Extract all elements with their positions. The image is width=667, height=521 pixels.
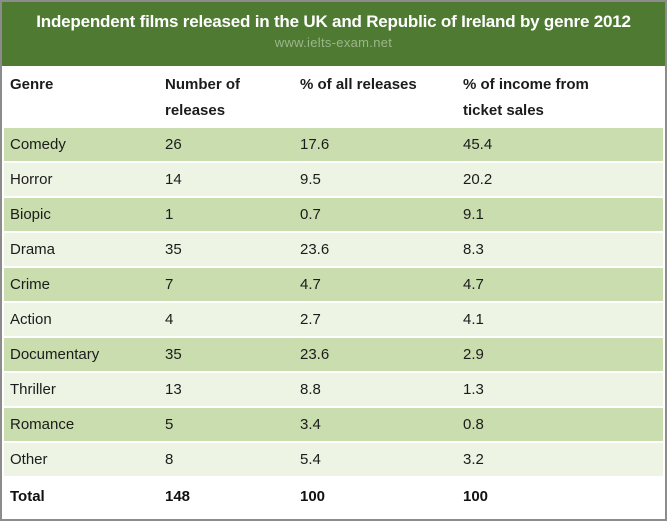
cell-pct-income: 1.3 xyxy=(463,381,484,398)
cell-pct-income: 0.8 xyxy=(463,416,484,433)
cell-releases: 13 xyxy=(165,381,182,398)
cell-pct-income: 8.3 xyxy=(463,241,484,258)
cell-genre: Comedy xyxy=(10,136,66,153)
table-title-bar: Independent films released in the UK and… xyxy=(2,2,665,66)
cell-pct-releases: 0.7 xyxy=(300,206,321,223)
column-header-releases: Number of releases xyxy=(165,76,240,119)
cell-pct-income: 9.1 xyxy=(463,206,484,223)
cell-pct-releases: 23.6 xyxy=(300,241,330,258)
table-row-documentary: Documentary 35 23.6 2.9 xyxy=(4,338,663,371)
cell-pct-releases: 9.5 xyxy=(300,171,321,188)
cell-pct-income: 4.1 xyxy=(463,311,484,328)
table-row-romance: Romance 5 3.4 0.8 xyxy=(4,408,663,441)
table-row-crime: Crime 7 4.7 4.7 xyxy=(4,268,663,301)
cell-genre: Romance xyxy=(10,416,75,433)
cell-genre: Drama xyxy=(10,241,56,258)
cell-releases: 4 xyxy=(165,311,174,328)
watermark-text: www.ielts-exam.net xyxy=(274,35,393,50)
cell-genre: Thriller xyxy=(10,381,56,398)
table-row-horror: Horror 14 9.5 20.2 xyxy=(4,163,663,196)
cell-total-releases: 148 xyxy=(165,488,191,505)
cell-releases: 1 xyxy=(165,206,174,223)
cell-total-pct-income: 100 xyxy=(463,488,489,505)
cell-total-label: Total xyxy=(10,488,45,505)
cell-releases: 35 xyxy=(165,346,182,363)
cell-releases: 35 xyxy=(165,241,182,258)
column-header-pct-income: % of income from ticket sales xyxy=(463,76,589,119)
cell-pct-releases: 4.7 xyxy=(300,276,321,293)
table-row-total: Total 148 100 100 xyxy=(4,478,663,515)
cell-pct-income: 45.4 xyxy=(463,136,493,153)
cell-genre: Documentary xyxy=(10,346,100,363)
cell-genre: Horror xyxy=(10,171,53,188)
column-header-pct-releases: % of all releases xyxy=(300,76,417,93)
column-header-genre: Genre xyxy=(10,76,54,93)
cell-genre: Action xyxy=(10,311,52,328)
cell-pct-income: 20.2 xyxy=(463,171,493,188)
table-row-action: Action 4 2.7 4.1 xyxy=(4,303,663,336)
cell-releases: 5 xyxy=(165,416,174,433)
cell-genre: Crime xyxy=(10,276,50,293)
page-title: Independent films released in the UK and… xyxy=(36,12,631,31)
cell-pct-releases: 3.4 xyxy=(300,416,321,433)
cell-pct-releases: 17.6 xyxy=(300,136,330,153)
table-body: Comedy 26 17.6 45.4 Horror 14 9.5 20.2 B… xyxy=(2,128,665,476)
cell-genre: Other xyxy=(10,451,48,468)
cell-pct-income: 2.9 xyxy=(463,346,484,363)
table-row-comedy: Comedy 26 17.6 45.4 xyxy=(4,128,663,161)
table-row-biopic: Biopic 1 0.7 9.1 xyxy=(4,198,663,231)
table-row-thriller: Thriller 13 8.8 1.3 xyxy=(4,373,663,406)
cell-releases: 8 xyxy=(165,451,174,468)
column-header-row: Genre Number of releases % of all releas… xyxy=(4,66,663,128)
cell-pct-releases: 8.8 xyxy=(300,381,321,398)
table-row-other: Other 8 5.4 3.2 xyxy=(4,443,663,476)
cell-total-pct-releases: 100 xyxy=(300,488,326,505)
cell-pct-income: 3.2 xyxy=(463,451,484,468)
cell-pct-income: 4.7 xyxy=(463,276,484,293)
cell-pct-releases: 23.6 xyxy=(300,346,330,363)
cell-genre: Biopic xyxy=(10,206,51,223)
cell-releases: 7 xyxy=(165,276,174,293)
cell-releases: 14 xyxy=(165,171,182,188)
cell-releases: 26 xyxy=(165,136,182,153)
cell-pct-releases: 5.4 xyxy=(300,451,321,468)
table-row-drama: Drama 35 23.6 8.3 xyxy=(4,233,663,266)
cell-pct-releases: 2.7 xyxy=(300,311,321,328)
